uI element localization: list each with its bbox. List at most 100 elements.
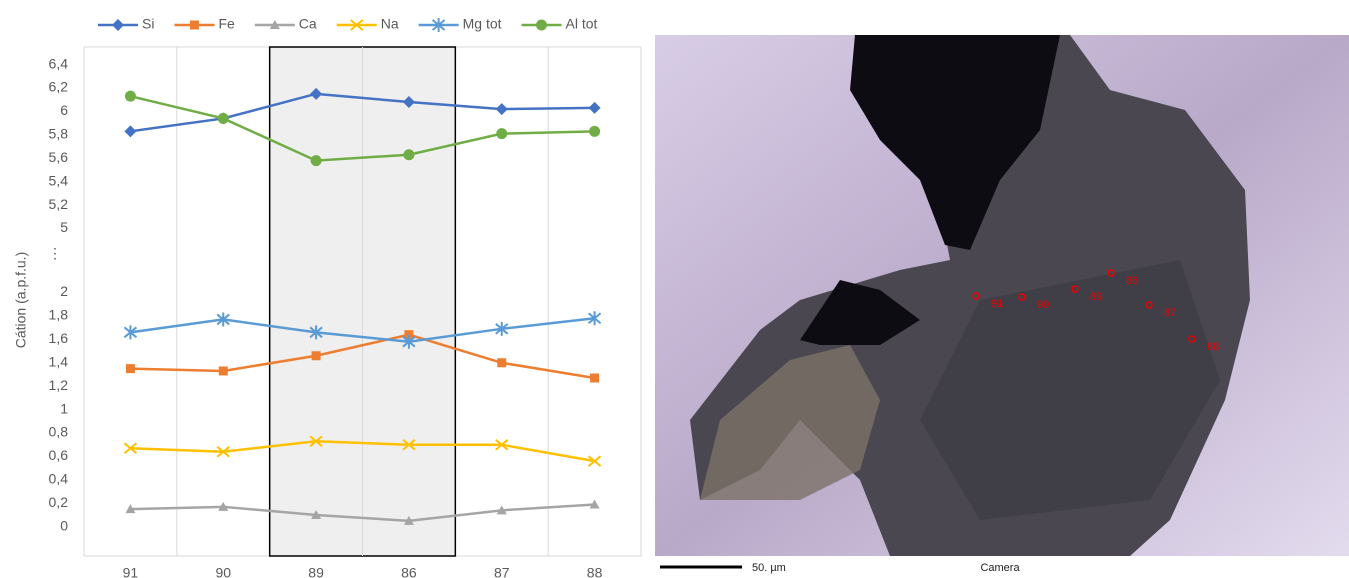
series — [123, 435, 602, 467]
marker — [216, 446, 230, 458]
marker — [125, 504, 136, 514]
grain — [920, 260, 1220, 520]
x-tick-label: 90 — [215, 565, 231, 578]
y-tick-label: 5 — [60, 219, 68, 235]
marker — [404, 330, 414, 340]
x-tick-label: 87 — [494, 565, 510, 578]
point-label: 90 — [1037, 299, 1049, 311]
marker — [217, 112, 229, 124]
series-line — [130, 333, 595, 380]
dark-region — [850, 35, 1060, 250]
marker — [189, 20, 199, 30]
marker — [402, 96, 415, 109]
x-tick-label: 86 — [401, 565, 417, 578]
legend-label: Ca — [299, 16, 317, 32]
marker — [218, 366, 228, 376]
series-line — [130, 439, 595, 463]
marker — [402, 438, 416, 451]
marker — [495, 438, 509, 451]
y-tick-label: 1,6 — [49, 330, 69, 346]
analysis-point — [972, 292, 980, 300]
x-tick-label: 88 — [587, 565, 603, 578]
y-tick-label: 0,4 — [49, 471, 69, 487]
legend-label: Si — [142, 16, 154, 32]
marker — [216, 312, 230, 327]
y-tick-label: 0,8 — [49, 424, 69, 440]
marker — [590, 373, 600, 383]
y-tick-label: 5,6 — [49, 149, 69, 165]
marker — [402, 334, 416, 349]
y-axis-label: Cátion (a.p.f.u.) — [13, 252, 29, 349]
marker — [496, 505, 507, 515]
marker — [310, 87, 323, 100]
micrograph: 50. µm Camera 91 90 89 86 87 88 — [655, 35, 1349, 578]
y-tick-label: 6,4 — [49, 55, 69, 71]
scale-label: 50. µm — [752, 562, 786, 574]
marker — [536, 19, 548, 31]
marker — [311, 351, 321, 361]
marker — [496, 128, 508, 140]
point-label: 91 — [991, 298, 1003, 310]
point-label: 89 — [1090, 291, 1102, 303]
point-label: 86 — [1126, 275, 1138, 287]
analysis-point — [1145, 301, 1153, 309]
marker — [125, 364, 135, 374]
marker — [403, 515, 414, 525]
y-tick-label: 0,6 — [49, 447, 69, 463]
series-line — [130, 94, 595, 162]
x-tick-label: 89 — [308, 565, 324, 578]
camera-caption: Camera — [980, 562, 1020, 574]
y-tick-label: 1,8 — [49, 307, 69, 323]
marker — [588, 101, 601, 114]
axis-break-label: ⋮ — [48, 245, 62, 261]
point-label: 88 — [1207, 341, 1219, 353]
marker — [589, 499, 600, 509]
marker — [497, 358, 507, 368]
legend-label: Mg tot — [463, 16, 502, 32]
y-tick-label: 0 — [60, 517, 68, 533]
legend-label: Al tot — [566, 16, 598, 32]
grain — [700, 345, 880, 500]
series — [125, 499, 600, 525]
point-label: 87 — [1164, 307, 1176, 319]
analysis-point — [1107, 269, 1115, 277]
marker — [124, 125, 137, 138]
series — [123, 311, 602, 349]
legend-label: Na — [381, 16, 399, 32]
y-tick-label: 1,2 — [49, 377, 69, 393]
analysis-point — [1071, 285, 1079, 293]
series-line — [130, 317, 595, 343]
marker — [403, 149, 415, 161]
marker — [587, 455, 602, 467]
marker — [587, 311, 602, 326]
y-tick-label: 1 — [60, 400, 68, 416]
marker — [495, 103, 508, 116]
marker — [350, 19, 364, 31]
legend-label: Fe — [218, 16, 235, 32]
marker — [495, 321, 509, 336]
analysis-point — [1188, 335, 1196, 343]
series-line — [130, 92, 595, 133]
y-tick-label: 6,2 — [49, 79, 69, 95]
x-tick-label: 91 — [123, 565, 139, 578]
y-tick-label: 1,4 — [49, 353, 69, 369]
y-tick-label: 0,2 — [49, 494, 69, 510]
y-tick-label: 5,2 — [49, 196, 69, 212]
marker — [309, 325, 323, 340]
series — [124, 87, 601, 138]
marker — [269, 20, 280, 29]
marker — [309, 435, 323, 448]
marker — [589, 125, 601, 137]
marker — [112, 19, 124, 31]
series-line — [130, 503, 595, 523]
marker — [310, 155, 322, 167]
dark-region — [800, 280, 920, 345]
marker — [311, 510, 322, 520]
y-tick-label: 5,8 — [49, 126, 69, 142]
y-tick-label: 2 — [60, 283, 68, 299]
y-tick-label: 5,4 — [49, 172, 69, 188]
series — [124, 90, 601, 167]
caption-bar — [655, 556, 1349, 578]
